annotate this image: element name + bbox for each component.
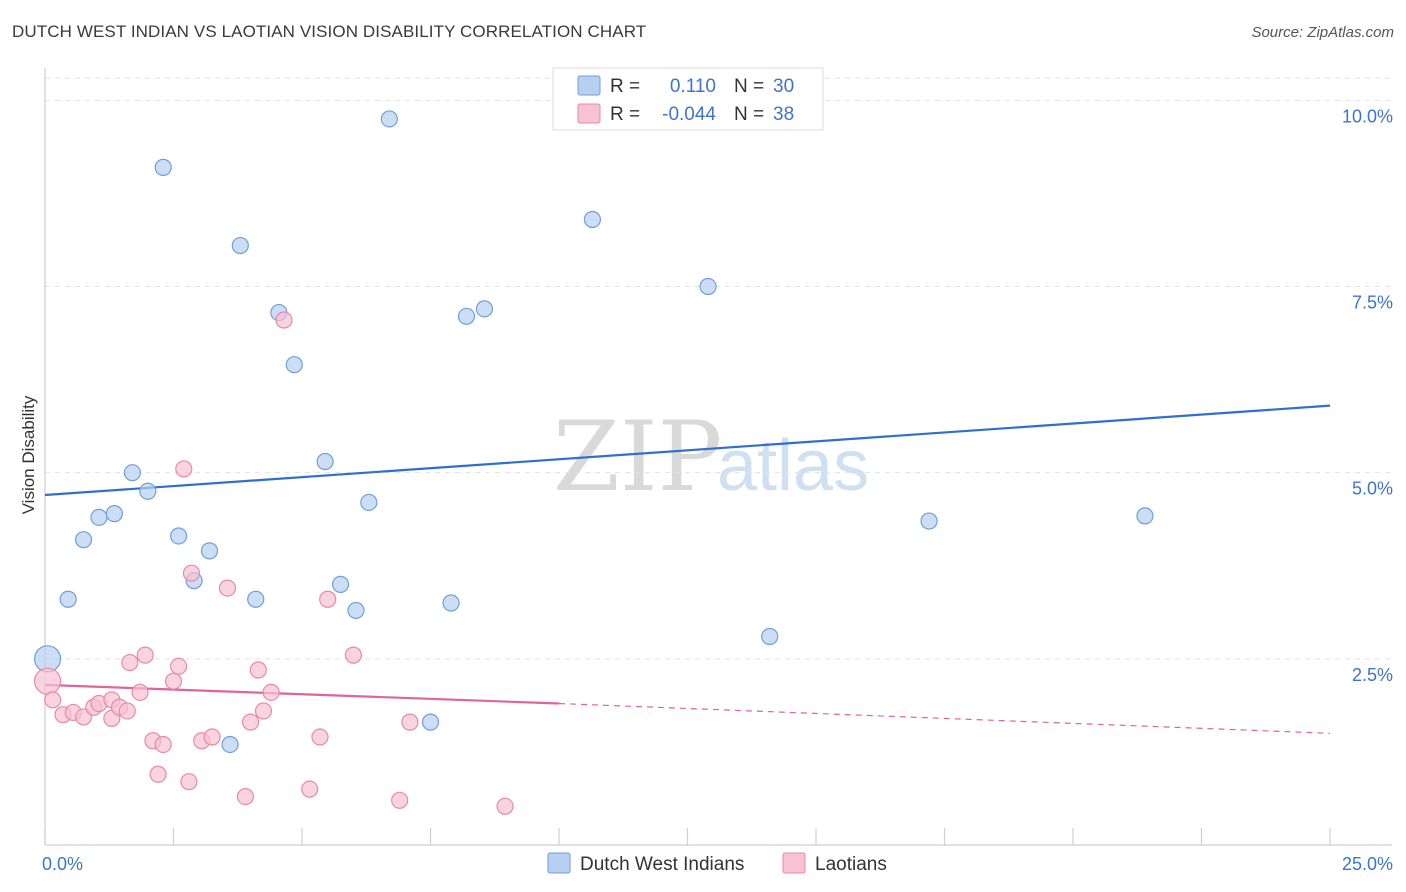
data-point-dutch-west-indian	[475, 300, 494, 318]
data-point-laotian	[175, 460, 193, 478]
chart-title: DUTCH WEST INDIAN VS LAOTIAN VISION DISA…	[12, 22, 647, 41]
data-point-dutch-west-indian	[139, 482, 157, 500]
data-point-laotian	[391, 791, 409, 809]
data-point-laotian	[249, 661, 267, 679]
data-point-laotian	[218, 579, 237, 597]
legend-swatch-pink	[577, 103, 601, 124]
series-legend-swatch-blue	[547, 852, 571, 874]
data-point-laotian	[319, 590, 337, 608]
x-tick-label: 25.0%	[1342, 854, 1393, 874]
data-point-laotian	[131, 683, 149, 701]
data-point-laotian	[496, 797, 514, 815]
data-point-dutch-west-indian	[920, 512, 938, 530]
y-tick-label: 7.5%	[1352, 293, 1393, 313]
data-point-dutch-west-indian	[170, 527, 188, 545]
legend-n-label-blue: N =	[734, 76, 764, 97]
data-point-laotian	[262, 683, 280, 701]
data-point-laotian	[401, 713, 419, 731]
legend-n-value-blue: 30	[773, 76, 794, 97]
data-point-dutch-west-indian	[231, 236, 249, 255]
series-legend-label-blue: Dutch West Indians	[580, 854, 744, 875]
data-point-laotian	[136, 646, 154, 664]
data-point-dutch-west-indian	[442, 594, 460, 612]
legend-n-value-pink: 38	[773, 104, 794, 125]
correlation-legend: R = 0.110 N = 30 R = -0.044 N = 38	[552, 67, 824, 131]
trend-line-dutch-west-indian	[44, 404, 1331, 497]
data-point-laotian	[275, 311, 293, 329]
legend-r-value-blue: 0.110	[670, 76, 716, 97]
series-legend-swatch-pink	[782, 852, 806, 874]
data-point-laotian	[182, 564, 201, 582]
data-point-dutch-west-indian	[285, 356, 303, 374]
legend-r-label-blue: R =	[610, 76, 640, 97]
data-point-dutch-west-indian	[761, 627, 779, 646]
trend-line-laotian-extension	[558, 702, 1331, 734]
data-point-dutch-west-indian	[331, 575, 350, 593]
data-point-dutch-west-indian	[59, 590, 77, 608]
data-point-laotian	[242, 713, 260, 731]
y-axis-title: Vision Disability	[19, 395, 38, 514]
data-point-dutch-west-indian	[457, 307, 476, 325]
data-point-dutch-west-indian	[316, 452, 334, 471]
x-tick-label: 0.0%	[42, 854, 83, 874]
y-tick-label: 2.5%	[1352, 665, 1393, 685]
data-point-dutch-west-indian	[583, 210, 602, 229]
data-point-laotian	[180, 773, 198, 791]
data-point-laotian	[254, 702, 273, 720]
data-point-laotian	[149, 765, 167, 783]
data-point-dutch-west-indian	[360, 493, 378, 512]
y-tick-label: 10.0%	[1342, 106, 1393, 126]
y-tick-label: 5.0%	[1352, 479, 1393, 499]
data-point-laotian	[154, 735, 172, 754]
data-point-dutch-west-indian	[1136, 507, 1154, 525]
data-point-dutch-west-indian	[221, 735, 239, 754]
data-point-dutch-west-indian	[90, 508, 108, 526]
chart-source: Source: ZipAtlas.com	[1251, 24, 1394, 41]
data-point-dutch-west-indian	[154, 158, 172, 176]
data-point-laotian	[311, 728, 329, 746]
data-point-dutch-west-indian	[699, 277, 717, 296]
data-point-laotian	[44, 691, 62, 709]
series-legend-label-pink: Laotians	[815, 854, 887, 875]
grid	[45, 77, 1392, 660]
data-point-dutch-west-indian	[247, 590, 265, 608]
data-point-laotian	[33, 667, 62, 695]
data-point-laotian	[236, 787, 255, 806]
legend-n-label-pink: N =	[734, 104, 764, 125]
trend-line-laotian	[44, 683, 560, 705]
watermark-atlas: atlas	[717, 426, 869, 506]
data-point-dutch-west-indian	[105, 505, 123, 523]
trend-lines	[44, 404, 1331, 734]
data-point-laotian	[203, 728, 221, 746]
axes: 2.5% 5.0% 7.5% 10.0% 0.0% 25.0%	[42, 68, 1393, 874]
data-point-dutch-west-indian	[421, 713, 440, 731]
data-point-dutch-west-indian	[380, 110, 398, 128]
data-point-dutch-west-indian	[74, 531, 93, 549]
data-point-laotian	[301, 780, 319, 798]
data-point-laotian	[118, 702, 136, 720]
legend-r-value-pink: -0.044	[662, 104, 716, 125]
data-point-laotian	[344, 646, 362, 664]
legend-swatch-blue	[577, 75, 601, 96]
series-legend: Dutch West Indians Laotians	[547, 852, 887, 875]
data-point-laotian	[170, 657, 188, 675]
legend-r-label-pink: R =	[610, 104, 640, 125]
data-point-laotian	[164, 672, 183, 690]
data-point-dutch-west-indian	[347, 601, 365, 620]
data-point-dutch-west-indian	[123, 464, 141, 482]
data-point-laotian	[121, 653, 139, 672]
data-point-dutch-west-indian	[200, 542, 219, 560]
data-points	[33, 110, 1154, 815]
